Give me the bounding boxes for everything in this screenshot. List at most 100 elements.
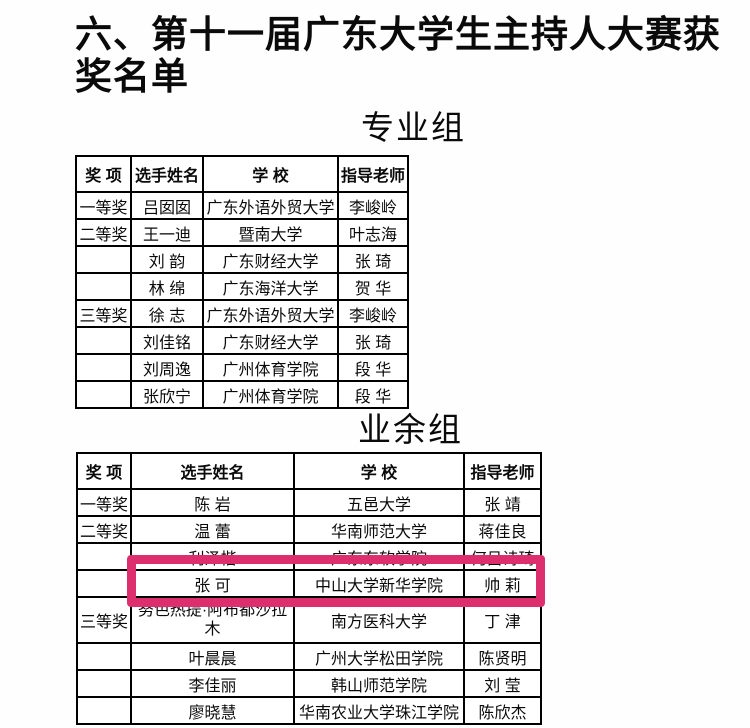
award-cell (75, 380, 132, 409)
award-cell: 三等奖 (76, 596, 132, 644)
award-cell: 三等奖 (75, 299, 132, 328)
name-cell: 林 绵 (130, 272, 204, 301)
teacher-cell: 段 华 (337, 353, 409, 382)
table-row: 一等奖 吕囡囡 广东外语外贸大学 李峻岭 (75, 191, 409, 220)
award-cell: 二等奖 (76, 515, 132, 544)
table-row: 张 可中山大学新华学院帅 莉 (76, 569, 542, 598)
award-cell: 二等奖 (75, 218, 132, 247)
name-cell: 温 蕾 (130, 515, 295, 544)
table-row: 三等奖 努色热提·阿布都沙拉木 南方医科大学丁 津 (76, 596, 542, 644)
school-cell: 五邑大学 (293, 488, 465, 517)
header-teacher: 指导老师 (337, 155, 409, 193)
school-cell: 广东财经大学 (202, 245, 339, 274)
teacher-cell: 叶志海 (337, 218, 409, 247)
school-cell: 华南师范大学 (293, 515, 465, 544)
name-cell: 刘佳铭 (130, 326, 204, 355)
table-row: 刘 韵广东财经大学张 琦 (75, 245, 409, 274)
name-cell: 徐 志 (130, 299, 204, 328)
table-body-amateur: 一等奖陈 岩五邑大学张 靖二等奖温 蕾华南师范大学 蒋佳良 利泽楷 广东东软学院 何吕诗… (76, 488, 542, 725)
award-cell (76, 569, 132, 598)
award-cell: 一等奖 (75, 191, 132, 220)
header-row: 奖 项 选手姓名 学 校 指导老师 (75, 155, 409, 193)
header-contestant: 选手姓名 (130, 452, 295, 490)
name-cell: 刘 韵 (130, 245, 204, 274)
school-cell: 中山大学新华学院 (293, 569, 465, 598)
teacher-cell: 李峻岭 (337, 191, 409, 220)
teacher-cell: 张 靖 (463, 488, 542, 517)
teacher-cell: 李峻岭 (337, 299, 409, 328)
table-row: 二等奖 王一迪 暨南大学 叶志海 (75, 218, 409, 247)
school-cell: 广东东软学院 (293, 542, 465, 571)
award-cell (75, 272, 132, 301)
school-cell: 暨南大学 (202, 218, 339, 247)
table-row: 李佳丽 韩山师范学院刘 莹 (76, 669, 542, 698)
table-body-professional: 一等奖 吕囡囡 广东外语外贸大学 李峻岭 二等奖 王一迪 暨南大学 叶志海刘 韵广东财经大学张… (75, 191, 409, 409)
table-row: 叶晨晨 广州大学松田学院 陈贤明 (76, 642, 542, 671)
name-cell: 王一迪 (130, 218, 204, 247)
award-cell (76, 542, 132, 571)
table-row: 一等奖陈 岩五邑大学张 靖 (76, 488, 542, 517)
teacher-cell: 帅 莉 (463, 569, 542, 598)
teacher-cell: 蒋佳良 (463, 515, 542, 544)
name-cell: 叶晨晨 (130, 642, 295, 671)
header-contestant: 选手姓名 (130, 155, 204, 193)
school-cell: 南方医科大学 (293, 596, 465, 644)
name-cell: 廖晓慧 (130, 696, 295, 725)
school-cell: 广东外语外贸大学 (202, 191, 339, 220)
school-cell: 广东海洋大学 (202, 272, 339, 301)
name-cell: 李佳丽 (130, 669, 295, 698)
award-cell (76, 642, 132, 671)
teacher-cell: 陈欣杰 (463, 696, 542, 725)
school-cell: 韩山师范学院 (293, 669, 465, 698)
teacher-cell: 陈贤明 (463, 642, 542, 671)
header-award: 奖 项 (75, 155, 132, 193)
school-cell: 广东外语外贸大学 (202, 299, 339, 328)
name-cell: 张欣宁 (130, 380, 204, 409)
school-cell: 广东财经大学 (202, 326, 339, 355)
header-school: 学 校 (293, 452, 465, 490)
award-cell (75, 245, 132, 274)
award-cell (75, 326, 132, 355)
name-cell: 陈 岩 (130, 488, 295, 517)
teacher-cell: 张 琦 (337, 326, 409, 355)
table-row: 张欣宁 广州体育学院段 华 (75, 380, 409, 409)
award-cell: 一等奖 (76, 488, 132, 517)
teacher-cell: 何吕诗琦 (463, 542, 542, 571)
school-cell: 华南农业大学珠江学院 (293, 696, 465, 725)
table-row: 林 绵广东海洋大学贺 华 (75, 272, 409, 301)
teacher-cell: 丁 津 (463, 596, 542, 644)
teacher-cell: 贺 华 (337, 272, 409, 301)
teacher-cell: 段 华 (337, 380, 409, 409)
school-cell: 广州体育学院 (202, 353, 339, 382)
table-row: 刘周逸 广州体育学院段 华 (75, 353, 409, 382)
award-cell (76, 669, 132, 698)
name-cell: 利泽楷 (130, 542, 295, 571)
page-title: 六、第十一届广东大学生主持人大赛获奖名单 (75, 14, 721, 97)
table-row: 三等奖徐 志广东外语外贸大学 李峻岭 (75, 299, 409, 328)
table-header: 奖 项 选手姓名 学 校 指导老师 (76, 452, 542, 490)
table-row: 刘佳铭 广东财经大学张 琦 (75, 326, 409, 355)
awards-table-amateur: 奖 项 选手姓名 学 校 指导老师 一等奖陈 岩五邑大学张 靖二等奖温 蕾华南师… (76, 452, 542, 725)
name-cell: 吕囡囡 (130, 191, 204, 220)
header-teacher: 指导老师 (463, 452, 542, 490)
table-row: 廖晓慧 华南农业大学珠江学院 陈欣杰 (76, 696, 542, 725)
teacher-cell: 刘 莹 (463, 669, 542, 698)
teacher-cell: 张 琦 (337, 245, 409, 274)
name-cell: 刘周逸 (130, 353, 204, 382)
header-school: 学 校 (202, 155, 339, 193)
group-title-amateur: 业余组 (358, 411, 463, 448)
award-cell (75, 353, 132, 382)
header-row: 奖 项 选手姓名 学 校 指导老师 (76, 452, 542, 490)
name-cell: 努色热提·阿布都沙拉木 (130, 596, 295, 644)
table-header: 奖 项 选手姓名 学 校 指导老师 (75, 155, 409, 193)
school-cell: 广州大学松田学院 (293, 642, 465, 671)
header-award: 奖 项 (76, 452, 132, 490)
awards-table-professional: 奖 项 选手姓名 学 校 指导老师 一等奖 吕囡囡 广东外语外贸大学 李峻岭 二等奖 王一… (75, 155, 409, 409)
table-row: 二等奖温 蕾华南师范大学 蒋佳良 (76, 515, 542, 544)
school-cell: 广州体育学院 (202, 380, 339, 409)
group-title-professional: 专业组 (361, 109, 466, 146)
name-cell: 张 可 (130, 569, 295, 598)
table-row: 利泽楷 广东东软学院 何吕诗琦 (76, 542, 542, 571)
award-cell (76, 696, 132, 725)
